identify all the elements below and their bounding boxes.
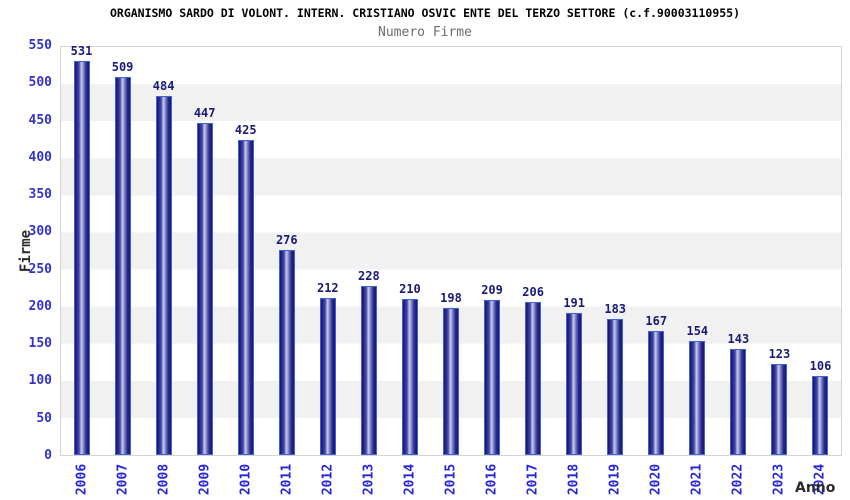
bar-2023: [771, 363, 788, 455]
x-tick-label-2018: 2018: [566, 463, 582, 496]
bar-2015: [443, 308, 459, 455]
bar-value-label-2015: 198: [440, 291, 462, 306]
bar-value-label-2017: 206: [522, 285, 544, 300]
y-axis: 0 50 100 150 200 250 300 350 400 450 500 550: [0, 38, 52, 463]
bar-2013: [360, 285, 377, 455]
bar-2010: [237, 139, 254, 455]
chart-subtitle: Numero Firme: [378, 25, 472, 40]
y-tick-label-200: 200: [28, 298, 52, 314]
bar-2014: [401, 299, 418, 455]
x-tick-label-2023: 2023: [771, 463, 787, 496]
bar-2011: [278, 250, 295, 455]
x-tick-label-2007: 2007: [115, 463, 131, 496]
x-axis: 2006 2007 2008 2009 2010 2011 2012 2013 2014 2015…: [61, 456, 841, 500]
y-tick-label-50: 50: [36, 410, 52, 426]
bar-2007: [114, 77, 131, 455]
x-tick-label-2022: 2022: [730, 463, 746, 496]
y-tick-label-250: 250: [28, 261, 52, 277]
bar-2021: [689, 340, 706, 455]
bar-value-label-2018: 191: [563, 296, 585, 311]
y-tick-label-0: 0: [44, 448, 52, 463]
bar-value-label-2014: 210: [399, 282, 421, 297]
x-tick-label-2014: 2014: [402, 463, 418, 496]
x-axis-title: Anno: [795, 480, 836, 496]
x-tick-label-2006: 2006: [74, 463, 90, 496]
y-tick-label-500: 500: [28, 75, 52, 91]
bar-2009: [196, 123, 213, 455]
bar-value-label-2010: 425: [234, 122, 257, 137]
y-tick-label-150: 150: [28, 336, 52, 352]
bar-2024: [812, 376, 829, 455]
bar-value-label-2022: 143: [727, 331, 750, 346]
bar-2008: [155, 95, 172, 455]
y-tick-label-350: 350: [28, 187, 52, 203]
y-tick-label-300: 300: [28, 224, 52, 240]
bar-value-label-2008: 484: [152, 78, 175, 93]
bar-value-label-2007: 509: [111, 60, 134, 75]
bar-2019: [607, 319, 624, 455]
chart-title: ORGANISMO SARDO DI VOLONT. INTERN. CRIST…: [109, 6, 741, 20]
bar-value-label-2006: 531: [70, 44, 93, 59]
plot-area: 531 509 484 447 425 276 212 228 210 198 209 206 191 1…: [60, 44, 842, 456]
x-tick-label-2011: 2011: [279, 463, 295, 496]
x-tick-label-2012: 2012: [320, 463, 336, 496]
bar-value-label-2023: 123: [768, 346, 791, 361]
x-tick-label-2010: 2010: [238, 463, 254, 496]
bar-value-label-2019: 183: [604, 302, 627, 317]
bar-2018: [566, 313, 583, 455]
bar-2012: [319, 297, 336, 455]
x-tick-label-2015: 2015: [443, 463, 459, 496]
bar-value-label-2012: 212: [316, 280, 339, 295]
bar-value-label-2011: 276: [275, 233, 298, 248]
bar-value-label-2009: 447: [193, 106, 216, 121]
x-tick-label-2019: 2019: [607, 463, 623, 496]
y-tick-label-100: 100: [28, 373, 52, 389]
y-tick-label-550: 550: [28, 38, 52, 53]
x-tick-label-2008: 2008: [156, 463, 172, 496]
x-tick-label-2021: 2021: [689, 463, 705, 496]
x-tick-label-2020: 2020: [648, 463, 664, 496]
x-tick-label-2009: 2009: [197, 463, 213, 496]
bar-2017: [525, 302, 542, 455]
x-tick-label-2016: 2016: [484, 463, 500, 496]
bar-value-label-2021: 154: [686, 323, 709, 338]
bar-2006: [73, 61, 90, 455]
y-tick-label-450: 450: [28, 112, 52, 128]
bar-value-label-2016: 209: [481, 282, 503, 297]
x-tick-label-2013: 2013: [361, 463, 377, 496]
bar-2016: [484, 299, 501, 455]
bar-value-label-2013: 228: [358, 268, 380, 283]
bar-2022: [730, 348, 747, 455]
bar-value-label-2020: 167: [645, 314, 668, 329]
bar-value-label-2024: 106: [809, 359, 832, 374]
bar-2020: [648, 331, 665, 455]
y-tick-label-400: 400: [28, 149, 52, 165]
x-tick-label-2017: 2017: [525, 463, 541, 496]
